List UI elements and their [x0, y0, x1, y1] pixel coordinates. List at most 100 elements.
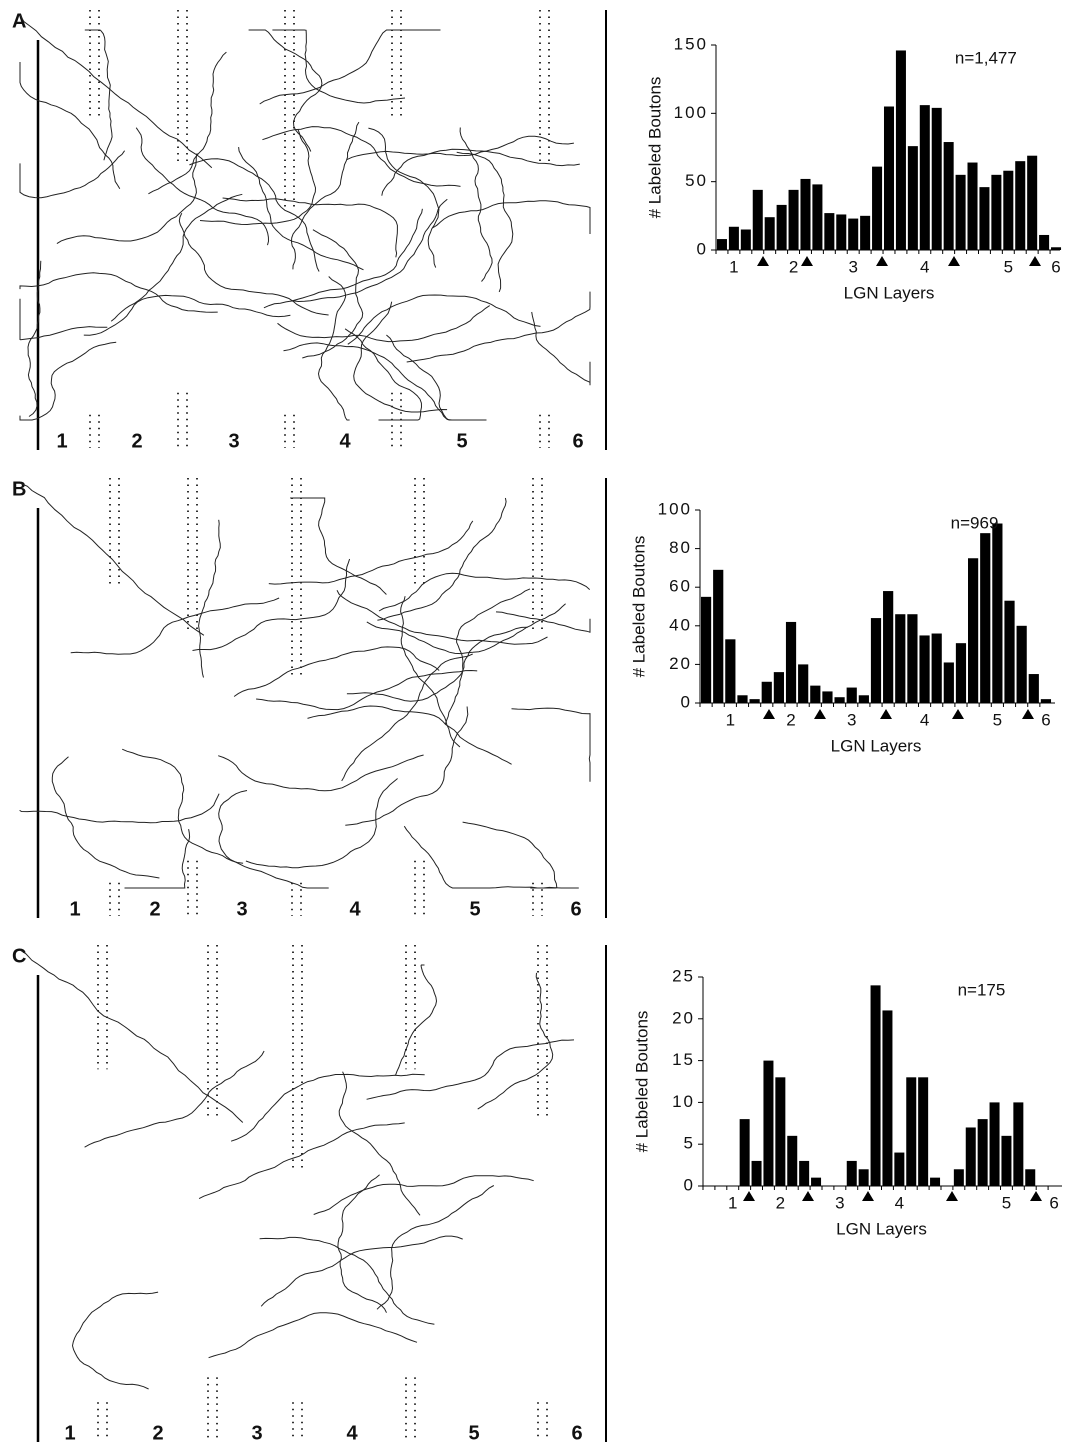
layer-label: 1	[69, 898, 80, 920]
bar	[1051, 247, 1061, 250]
axon-trace	[189, 159, 319, 272]
axon-trace	[347, 627, 528, 701]
x-axis-label: LGN Layers	[836, 1219, 927, 1238]
y-axis-label: # Labeled Boutons	[632, 1011, 651, 1153]
axon-trace	[264, 209, 423, 308]
bar	[701, 597, 711, 703]
bar	[859, 695, 869, 703]
y-tick-label: 20	[669, 654, 692, 673]
axon-trace	[401, 596, 460, 747]
bar	[1001, 1136, 1011, 1186]
axon-trace	[199, 520, 221, 678]
axon-trace	[272, 30, 405, 103]
axon-trace	[377, 498, 506, 620]
x-tick-label: 1	[729, 257, 738, 276]
axon-trace	[367, 604, 566, 654]
y-tick-label: 100	[658, 499, 692, 518]
bar	[991, 175, 1001, 250]
y-tick-label: 150	[674, 34, 708, 53]
bar	[729, 227, 739, 250]
bar	[968, 163, 978, 250]
bar	[848, 219, 858, 250]
y-tick-label: 0	[684, 1175, 695, 1194]
bar	[956, 643, 966, 703]
bar	[787, 1136, 797, 1186]
x-tick-label: 6	[1041, 710, 1050, 729]
layer-label: 5	[468, 1422, 479, 1444]
bar	[725, 639, 735, 703]
axon-trace	[293, 199, 448, 301]
layer-label: 5	[456, 430, 467, 452]
bar	[871, 618, 881, 703]
y-tick-label: 100	[674, 103, 708, 122]
bar	[750, 699, 760, 703]
x-tick-label: 6	[1051, 257, 1060, 276]
layer-label: 1	[56, 430, 67, 452]
y-tick-label: 10	[672, 1092, 695, 1111]
bar	[884, 107, 894, 251]
bar	[1025, 1169, 1035, 1186]
bar	[990, 1102, 1000, 1186]
bar	[798, 664, 808, 703]
bar	[834, 697, 844, 703]
axon-trace	[463, 822, 557, 888]
axon-trace	[209, 1313, 417, 1358]
y-tick-label: 0	[681, 692, 692, 711]
bar	[871, 985, 881, 1186]
bar	[740, 1119, 750, 1186]
layer-label: 4	[349, 898, 361, 920]
axon-trace	[246, 779, 398, 868]
bar	[737, 695, 747, 703]
x-tick-label: 3	[847, 710, 856, 729]
bar	[968, 558, 978, 703]
axon-trace	[219, 791, 329, 889]
x-tick-label: 1	[726, 710, 735, 729]
bar	[774, 672, 784, 703]
axon-trace	[111, 194, 242, 321]
y-tick-label: 25	[672, 966, 695, 985]
bar	[978, 1119, 988, 1186]
bar	[753, 190, 763, 250]
axon-trace	[512, 708, 591, 782]
layer-label: 2	[131, 430, 142, 452]
x-tick-label: 5	[1004, 257, 1013, 276]
layer-label: 2	[149, 898, 160, 920]
axon-trace	[342, 654, 473, 781]
bar	[920, 105, 930, 250]
bar	[717, 239, 727, 250]
x-tick-label: 5	[1002, 1193, 1011, 1212]
bar	[918, 1077, 928, 1186]
axon-trace	[122, 749, 243, 863]
x-tick-label: 1	[728, 1193, 737, 1212]
axon-trace	[338, 1175, 387, 1313]
layer-label: 5	[469, 898, 480, 920]
bar	[883, 591, 893, 703]
axon-trace	[84, 295, 291, 335]
layer-label: 3	[251, 1422, 262, 1444]
axon-trace	[337, 590, 548, 644]
bar	[847, 1161, 857, 1186]
axon-trace	[404, 826, 579, 888]
bar	[752, 1161, 762, 1186]
bar	[956, 175, 966, 250]
bar	[763, 1061, 773, 1186]
x-tick-label: 4	[895, 1193, 904, 1212]
axon-trace	[136, 128, 268, 245]
x-tick-label: 2	[776, 1193, 785, 1212]
bar	[713, 570, 723, 703]
layer-label: 1	[64, 1422, 75, 1444]
axon-trace	[478, 973, 553, 1109]
annotation: n=175	[958, 980, 1006, 999]
bar	[836, 214, 846, 250]
bar	[992, 524, 1002, 703]
axon-trace	[52, 757, 159, 878]
axon-trace	[73, 1292, 159, 1389]
bar	[775, 1077, 785, 1186]
x-tick-label: 3	[848, 257, 857, 276]
x-axis-label: LGN Layers	[844, 283, 935, 302]
bar	[762, 682, 772, 703]
y-tick-label: 5	[684, 1134, 695, 1153]
bar	[800, 179, 810, 250]
y-tick-label: 15	[672, 1050, 695, 1069]
bar	[811, 1178, 821, 1186]
